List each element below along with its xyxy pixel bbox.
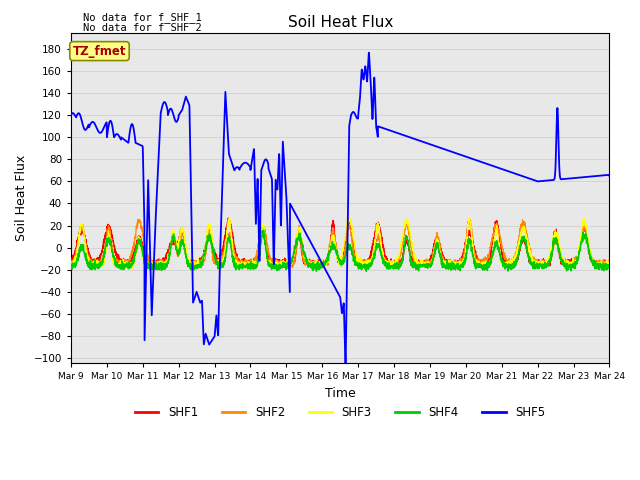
X-axis label: Time: Time — [325, 387, 356, 400]
Y-axis label: Soil Heat Flux: Soil Heat Flux — [15, 155, 28, 241]
Legend: SHF1, SHF2, SHF3, SHF4, SHF5: SHF1, SHF2, SHF3, SHF4, SHF5 — [130, 401, 550, 424]
Text: No data for f_SHF_1: No data for f_SHF_1 — [83, 12, 202, 23]
Text: No data for f_SHF_2: No data for f_SHF_2 — [83, 22, 202, 33]
Text: TZ_fmet: TZ_fmet — [73, 45, 126, 58]
Title: Soil Heat Flux: Soil Heat Flux — [287, 15, 393, 30]
